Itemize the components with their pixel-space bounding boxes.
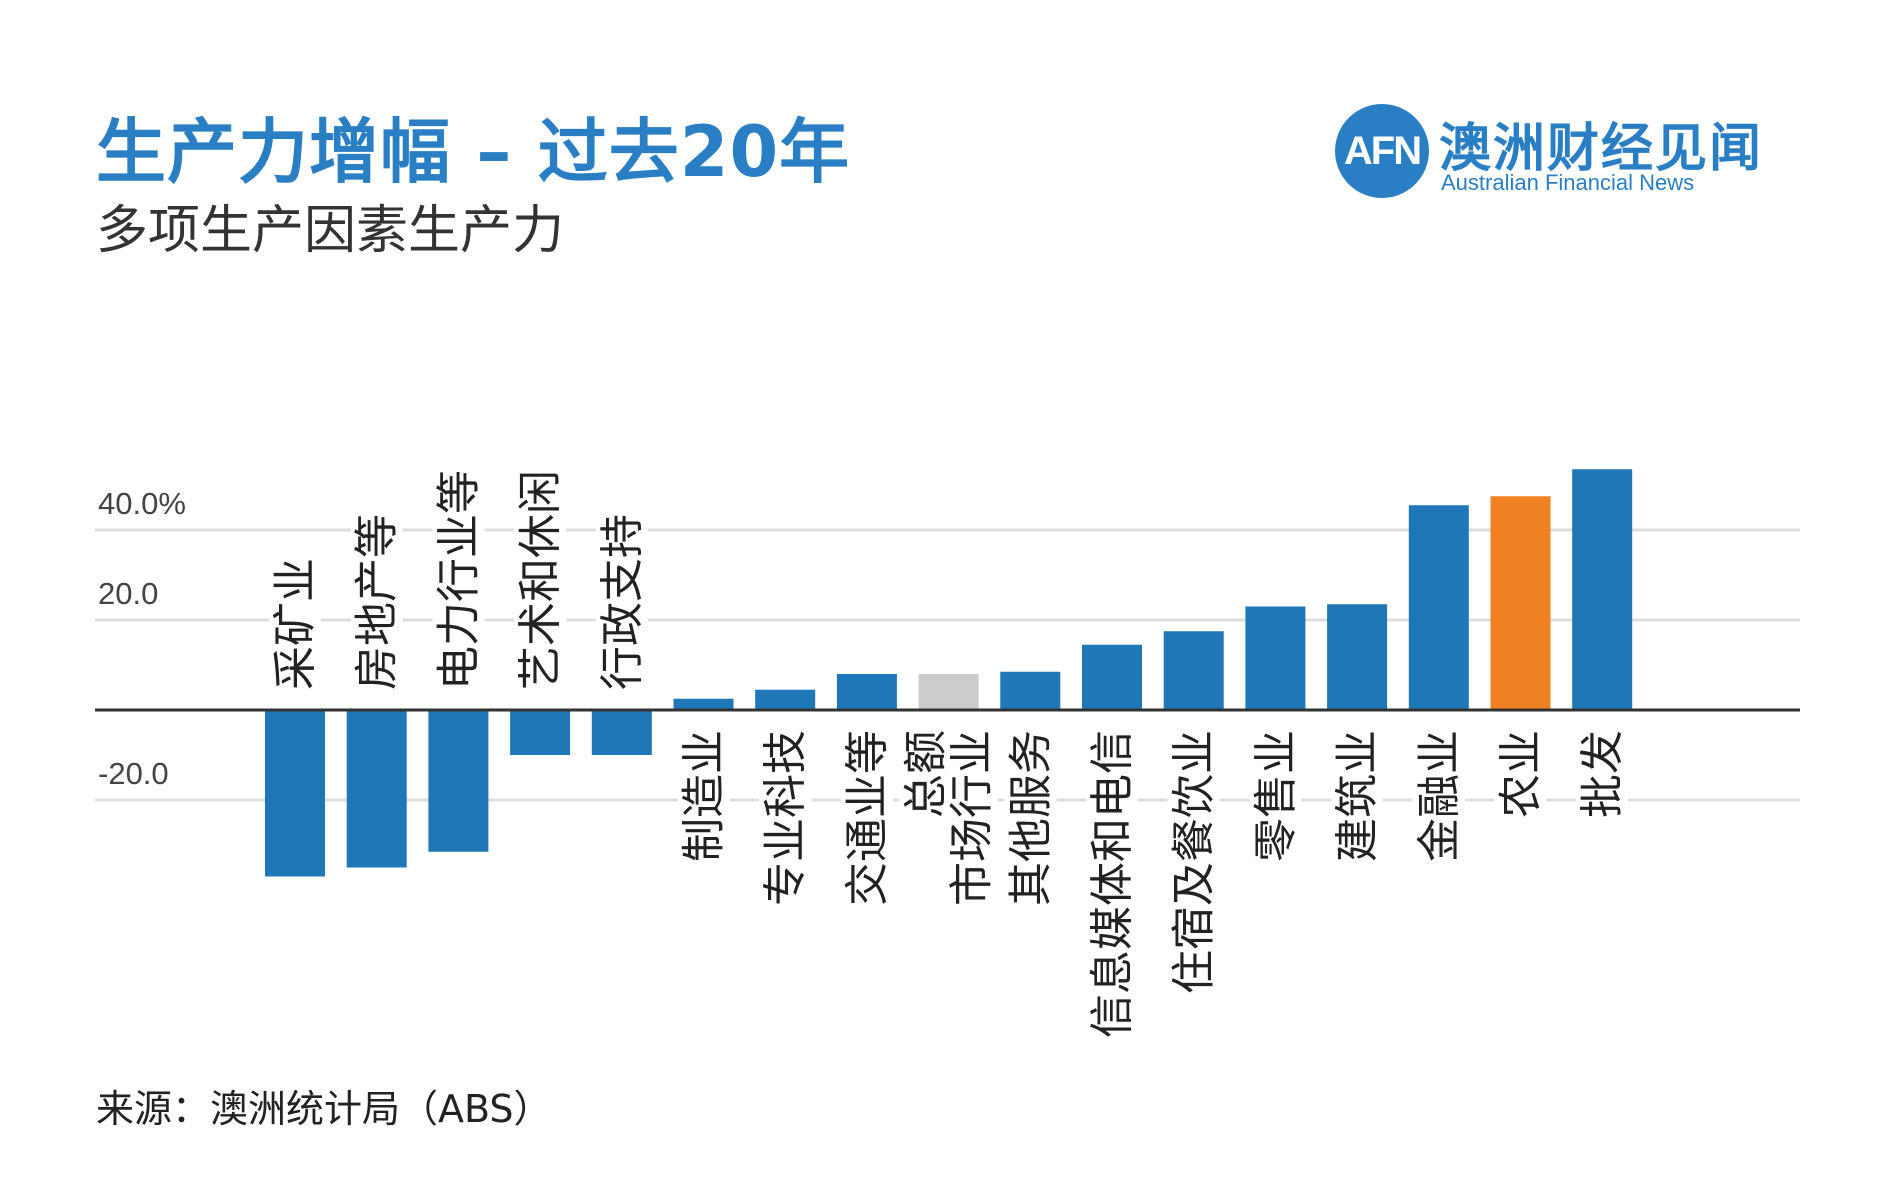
bar-16 xyxy=(1572,469,1633,710)
chart-title: 生产力增幅 – 过去20年 xyxy=(96,111,851,193)
source-note: 来源：澳洲统计局（ABS） xyxy=(96,1087,552,1131)
bar-5 xyxy=(673,698,734,710)
afn-logo-name-en: Australian Financial News xyxy=(1441,170,1695,195)
afn-logo: AFN 澳洲财经见闻 Australian Financial News xyxy=(1335,104,1761,200)
category-label-11: 住宿及餐饮业 xyxy=(1169,730,1220,994)
bar-11 xyxy=(1163,631,1224,710)
label-backdrop-9 xyxy=(1004,724,1057,912)
category-label-7: 交通业等 xyxy=(842,730,893,906)
bar-8 xyxy=(918,674,979,710)
category-label-15: 农业 xyxy=(1496,730,1547,818)
bar-9 xyxy=(1000,671,1061,710)
chart-subtitle: 多项生产因素生产力 xyxy=(96,201,565,261)
bar-3 xyxy=(510,710,571,755)
category-label-8-line-0: 总额 xyxy=(901,730,952,818)
category-label-5: 制造业 xyxy=(679,730,730,862)
label-backdrop-2 xyxy=(432,464,485,696)
bar-12 xyxy=(1245,606,1306,710)
bar-4 xyxy=(591,710,652,755)
label-backdrop-12 xyxy=(1249,724,1302,868)
label-backdrop-11 xyxy=(1167,724,1220,1000)
category-label-10: 信息媒体和电信 xyxy=(1087,730,1138,1038)
bar-0 xyxy=(265,710,325,877)
category-label-0: 采矿业 xyxy=(270,558,321,690)
category-label-2: 电力行业等 xyxy=(433,470,484,690)
category-label-1: 房地产等 xyxy=(352,514,403,690)
label-backdrop-1 xyxy=(350,508,403,696)
label-backdrop-4 xyxy=(595,508,648,696)
category-label-14: 金融业 xyxy=(1414,730,1465,862)
bar-7 xyxy=(836,674,897,710)
category-label-16: 批发 xyxy=(1577,730,1628,818)
bar-2 xyxy=(428,710,489,852)
label-backdrop-16 xyxy=(1576,724,1629,824)
category-label-4: 行政支持 xyxy=(597,514,648,690)
bar-14 xyxy=(1408,505,1469,710)
category-label-13: 建筑业 xyxy=(1332,730,1383,862)
bar-13 xyxy=(1327,604,1388,710)
y-tick-label-1: 20.0 xyxy=(98,576,158,611)
y-tick-label-0: 40.0% xyxy=(98,486,186,521)
label-backdrop-15 xyxy=(1494,724,1547,824)
bar-6 xyxy=(755,689,816,710)
afn-logo-mark: AFN xyxy=(1335,104,1429,198)
bar-15 xyxy=(1490,496,1551,710)
bar-10 xyxy=(1082,644,1142,710)
label-backdrop-14 xyxy=(1412,724,1465,868)
label-backdrop-8 xyxy=(899,724,998,912)
label-backdrop-6 xyxy=(759,724,812,912)
y-tick-label-2: -20.0 xyxy=(98,756,169,791)
label-backdrop-0 xyxy=(269,552,321,696)
label-backdrop-5 xyxy=(677,724,730,868)
label-backdrop-13 xyxy=(1331,724,1384,868)
category-label-8-line-1: 市场行业 xyxy=(947,730,998,906)
category-label-3: 艺术和休闲 xyxy=(515,470,566,690)
category-label-9: 其他服务 xyxy=(1005,730,1056,906)
label-backdrop-3 xyxy=(514,464,567,696)
label-backdrop-7 xyxy=(840,724,893,912)
bar-1 xyxy=(346,710,407,868)
label-backdrop-10 xyxy=(1086,724,1138,1044)
category-label-6: 专业科技 xyxy=(760,730,811,906)
category-label-12: 零售业 xyxy=(1250,730,1301,862)
afn-logo-name-cn: 澳洲财经见闻 xyxy=(1439,119,1764,179)
